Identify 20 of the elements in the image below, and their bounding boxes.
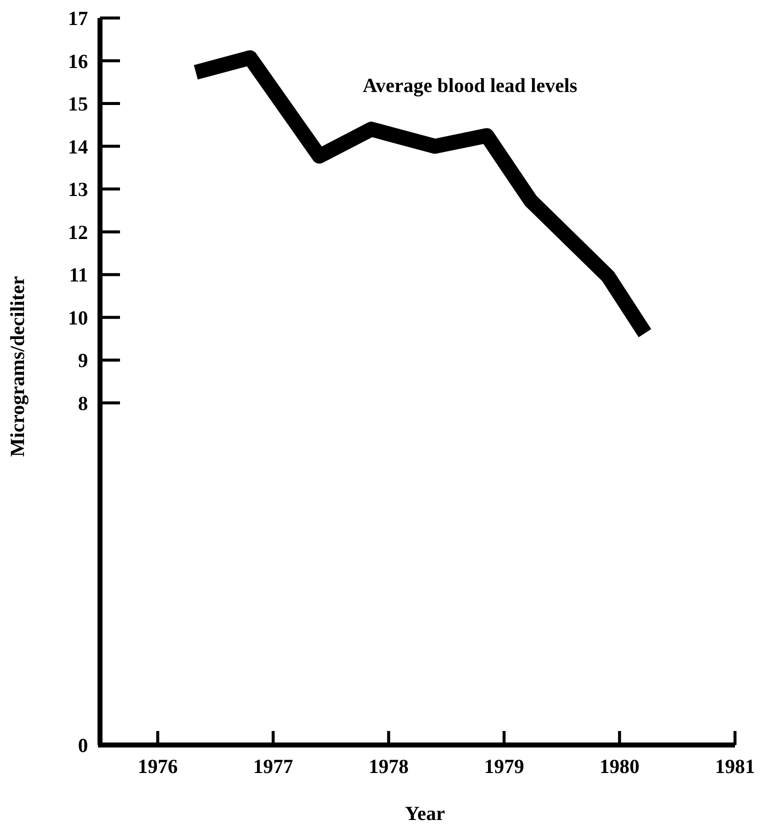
x-tick-label: 1981 [715, 756, 755, 778]
y-tick-label: 12 [68, 222, 88, 244]
y-tick-label: 15 [68, 94, 88, 116]
y-tick-label: 13 [68, 179, 88, 202]
x-tick-label: 1977 [253, 756, 294, 778]
x-tick-label: 1976 [138, 756, 178, 778]
y-tick-label: 11 [69, 264, 88, 287]
y-tick-label: 16 [68, 50, 88, 73]
y-axis-title: Micrograms/deciliter [7, 276, 29, 457]
x-tick-label: 1979 [484, 756, 524, 778]
x-tick-label: 1978 [368, 756, 409, 778]
x-axis-title: Year [405, 803, 446, 825]
y-tick-label: 0 [78, 735, 88, 757]
y-tick-label: 9 [78, 350, 88, 372]
y-tick-label: 10 [68, 307, 88, 330]
y-tick-label: 17 [68, 8, 88, 30]
x-tick-label: 1980 [600, 756, 640, 778]
annotation: Average blood lead levels [362, 75, 578, 97]
y-tick-label: 14 [68, 136, 88, 158]
y-tick-label: 8 [78, 392, 88, 415]
